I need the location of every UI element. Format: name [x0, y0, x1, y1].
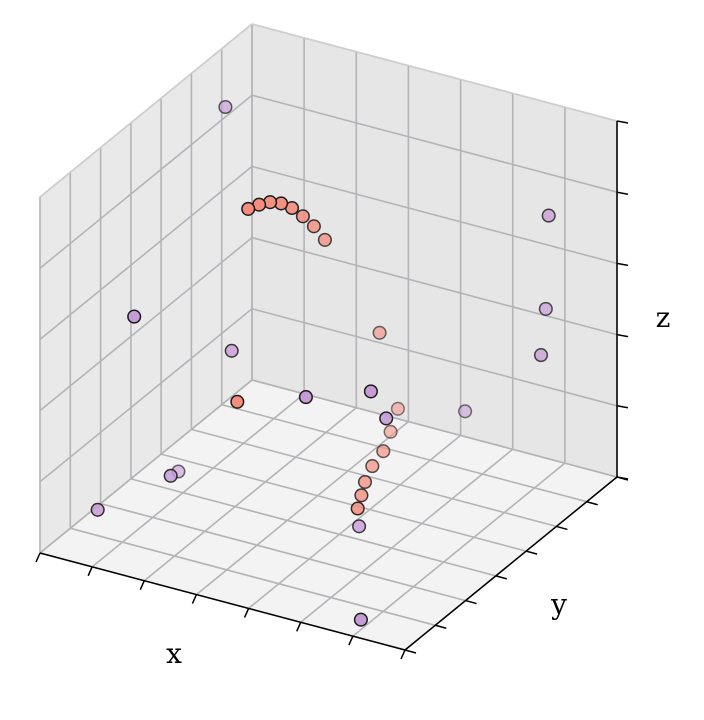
grid-line: [191, 428, 557, 528]
x-tick: [139, 580, 145, 591]
y-tick: [556, 525, 568, 531]
data-point-purple: [218, 99, 233, 115]
grid-line: [39, 165, 253, 341]
left-pane: [40, 24, 252, 553]
z-tick: [616, 120, 629, 124]
x-tick: [348, 635, 354, 646]
data-point-purple: [541, 208, 556, 223]
axis-lines: [39, 121, 618, 651]
y-tick: [435, 624, 447, 630]
data-point-purple: [163, 468, 178, 483]
grid-line: [39, 94, 253, 269]
floor-pane: [40, 380, 617, 650]
data-point-purple: [298, 390, 313, 405]
z-tick: [616, 333, 629, 338]
axis-ticks: [35, 120, 629, 660]
y-axis-label: y: [550, 588, 567, 621]
data-point-salmon: [390, 401, 405, 416]
grid-line: [70, 527, 436, 627]
grid-line: [300, 448, 514, 623]
y-tick: [586, 500, 598, 506]
z-axis-label: z: [656, 301, 671, 334]
x-tick: [35, 552, 41, 563]
z-tick: [616, 476, 629, 480]
data-point-salmon: [350, 501, 365, 516]
z-tick: [616, 262, 629, 267]
data-point-purple: [353, 612, 368, 627]
data-point-salmon: [372, 325, 387, 340]
data-point-purple: [379, 411, 394, 426]
data-point-salmon: [365, 459, 380, 474]
grid-line: [352, 462, 566, 637]
y-tick: [495, 575, 508, 580]
x-tick: [191, 594, 198, 604]
grid-line: [39, 236, 253, 412]
z-tick: [616, 191, 629, 195]
data-point-purple: [90, 502, 105, 517]
data-point-purple: [127, 309, 142, 324]
x-axis-label: x: [166, 637, 182, 670]
x-tick: [243, 608, 250, 618]
pane-edge: [39, 23, 618, 198]
back-pane: [252, 24, 617, 477]
data-point-salmon: [317, 232, 332, 247]
grid-line: [221, 403, 587, 503]
data-point-purple: [363, 384, 378, 399]
x-tick: [87, 566, 93, 577]
data-point-salmon: [306, 219, 321, 234]
y-axis-line: [404, 476, 618, 651]
grid-line: [251, 308, 618, 407]
data-point-purple: [224, 343, 239, 358]
data-point-salmon: [376, 444, 391, 459]
data-point-purple: [352, 519, 367, 534]
data-point-salmon: [383, 424, 398, 439]
grid-line: [251, 165, 618, 265]
grid-line: [143, 407, 357, 582]
data-point-salmon: [357, 474, 373, 490]
grid-line: [251, 94, 618, 193]
grid-line: [251, 236, 618, 336]
x-axis-line: [39, 552, 406, 651]
axis-panes: [40, 24, 617, 650]
z-tick: [616, 405, 629, 409]
data-point-purple: [533, 348, 549, 363]
data-point-salmon: [241, 201, 256, 216]
y-tick: [404, 649, 417, 654]
y-tick: [465, 599, 477, 605]
data-point-purple: [458, 404, 473, 419]
grid-line: [39, 379, 253, 554]
grid-line: [100, 502, 466, 602]
data-point-salmon: [295, 209, 310, 224]
data-point-purple: [538, 301, 553, 316]
data-point-salmon: [230, 394, 245, 409]
x-tick: [296, 621, 302, 632]
grid-line: [160, 453, 527, 552]
grid-line: [39, 308, 253, 483]
y-tick: [525, 550, 538, 555]
grid-line: [195, 420, 409, 596]
data-points: [90, 99, 556, 627]
grid-line: [91, 393, 305, 568]
data-point-salmon: [354, 488, 369, 503]
grid-line: [130, 478, 497, 577]
x-tick: [400, 649, 406, 660]
